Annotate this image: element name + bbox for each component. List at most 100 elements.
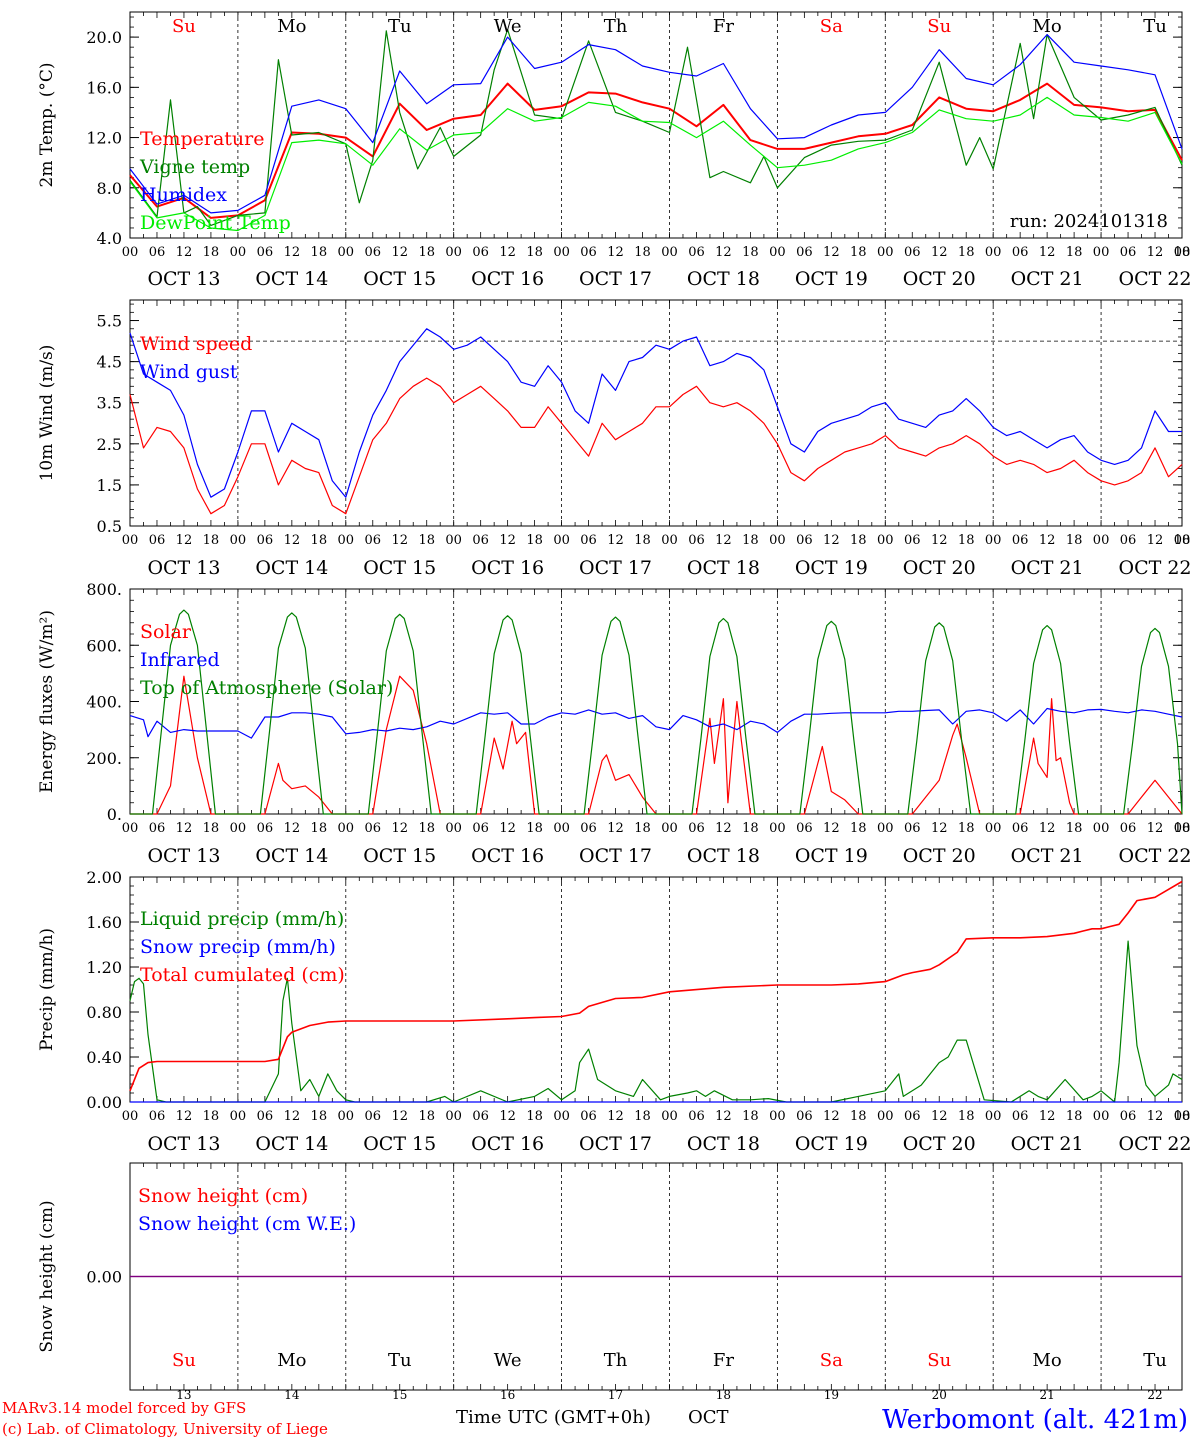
day-name-label: We: [494, 16, 522, 37]
y-axis-label: 10m Wind (m/s): [37, 345, 57, 482]
x-hour-label: 06: [904, 1109, 921, 1124]
day-name-label: Tu: [388, 1350, 412, 1371]
series-line-wind-speed: [129, 377, 1183, 515]
x-hour-label: 12: [1147, 821, 1164, 836]
x-hour-label: 18: [850, 1109, 867, 1124]
x-hour-label: 12: [931, 821, 948, 836]
x-hour-label: 12: [823, 533, 840, 548]
x-hour-label: 18: [742, 245, 759, 260]
series-line-top-of-atmosphere-solar-: [130, 609, 1183, 815]
x-hour-label: 00: [1174, 1109, 1191, 1124]
x-date-label: OCT 13: [147, 557, 220, 579]
x-hour-label: 00: [661, 533, 678, 548]
day-number-label: 21: [1039, 1388, 1054, 1402]
x-hour-label: 06: [364, 245, 381, 260]
x-hour-label: 18: [850, 245, 867, 260]
y-tick-label: 20.0: [86, 28, 122, 47]
legend-entry: Temperature: [140, 128, 264, 150]
x-hour-label: 00: [338, 821, 355, 836]
x-hour-label: 12: [391, 1109, 408, 1124]
x-hour-label: 06: [472, 245, 489, 260]
x-hour-label: 06: [472, 1109, 489, 1124]
day-name-label: Su: [172, 16, 196, 37]
x-hour-label: 00: [553, 1109, 570, 1124]
x-date-label: OCT 15: [363, 845, 436, 867]
x-hour-label: 06: [257, 533, 274, 548]
x-hour-label: 12: [931, 533, 948, 548]
day-number-label: 16: [500, 1388, 515, 1402]
x-hour-label: 18: [418, 821, 435, 836]
x-hour-label: 12: [391, 245, 408, 260]
x-hour-label: 00: [553, 533, 570, 548]
x-hour-label: 06: [580, 821, 597, 836]
day-name-label: Sa: [820, 16, 843, 37]
x-hour-label: 00: [1174, 245, 1191, 260]
x-date-label: OCT 19: [795, 268, 868, 290]
x-hour-label: 00: [877, 821, 894, 836]
legend-entry: Solar: [140, 621, 192, 643]
x-hour-label: 18: [742, 533, 759, 548]
x-hour-label: 12: [823, 821, 840, 836]
x-date-label: OCT 13: [147, 845, 220, 867]
x-hour-label: 12: [823, 245, 840, 260]
x-hour-label: 00: [230, 1109, 247, 1124]
x-hour-label: 18: [311, 1109, 328, 1124]
x-hour-label: 18: [850, 821, 867, 836]
legend-entry: DewPoint Temp: [140, 212, 291, 234]
x-hour-label: 12: [176, 821, 193, 836]
x-hour-label: 00: [122, 533, 139, 548]
y-axis-label: 2m Temp. (°C): [37, 62, 57, 187]
x-hour-label: 12: [176, 533, 193, 548]
x-hour-label: 06: [257, 1109, 274, 1124]
series-line-infrared: [129, 707, 1183, 739]
footer-model: MARv3.14 model forced by GFS: [2, 1399, 246, 1417]
x-hour-label: 12: [607, 533, 624, 548]
x-hour-label: 00: [445, 245, 462, 260]
x-hour-label: 00: [985, 533, 1002, 548]
legend-entry: Wind gust: [140, 361, 238, 383]
x-hour-label: 18: [1174, 533, 1191, 548]
x-hour-label: 00: [445, 1109, 462, 1124]
legend-entry: Humidex: [140, 184, 227, 206]
x-hour-label: 18: [203, 245, 220, 260]
x-hour-label: 06: [580, 1109, 597, 1124]
x-hour-label: 00: [1093, 533, 1110, 548]
x-hour-label: 06: [580, 245, 597, 260]
day-number-label: 14: [284, 1388, 300, 1402]
x-hour-label: 18: [634, 1109, 651, 1124]
day-number-label: 13: [176, 1388, 191, 1402]
x-date-label: OCT 19: [795, 845, 868, 867]
day-name-label: Sa: [820, 1350, 843, 1371]
series-line-solar: [130, 675, 1183, 815]
x-hour-label: 18: [418, 533, 435, 548]
day-number-label: 19: [824, 1388, 839, 1402]
legend-entry: Snow precip (mm/h): [140, 936, 336, 958]
x-hour-label: 06: [796, 821, 813, 836]
x-hour-label: 00: [1174, 533, 1191, 548]
x-hour-label: 06: [796, 245, 813, 260]
day-number-label: 20: [932, 1388, 947, 1402]
x-date-label: OCT 15: [363, 1133, 436, 1155]
y-tick-label: 0.: [107, 805, 122, 824]
day-name-label: Tu: [1143, 16, 1167, 37]
x-hour-label: 06: [149, 821, 166, 836]
day-name-label: Su: [927, 1350, 951, 1371]
x-hour-label: 00: [1093, 245, 1110, 260]
y-tick-label: 4.5: [97, 353, 122, 372]
x-hour-label: 00: [877, 533, 894, 548]
day-name-label: Th: [604, 16, 628, 37]
x-date-label: OCT 13: [147, 268, 220, 290]
x-hour-label: 06: [149, 245, 166, 260]
y-tick-label: 0.5: [97, 517, 122, 536]
x-date-label: OCT 21: [1011, 557, 1084, 579]
x-hour-label: 00: [338, 533, 355, 548]
x-hour-label: 06: [688, 821, 705, 836]
x-hour-label: 18: [850, 533, 867, 548]
x-date-label: OCT 22: [1119, 557, 1192, 579]
x-hour-label: 18: [1066, 533, 1083, 548]
x-hour-label: 18: [311, 533, 328, 548]
y-tick-label: 1.5: [97, 476, 122, 495]
x-date-label: OCT 21: [1011, 845, 1084, 867]
y-tick-label: 2.00: [86, 868, 122, 887]
x-date-label: OCT 19: [795, 1133, 868, 1155]
